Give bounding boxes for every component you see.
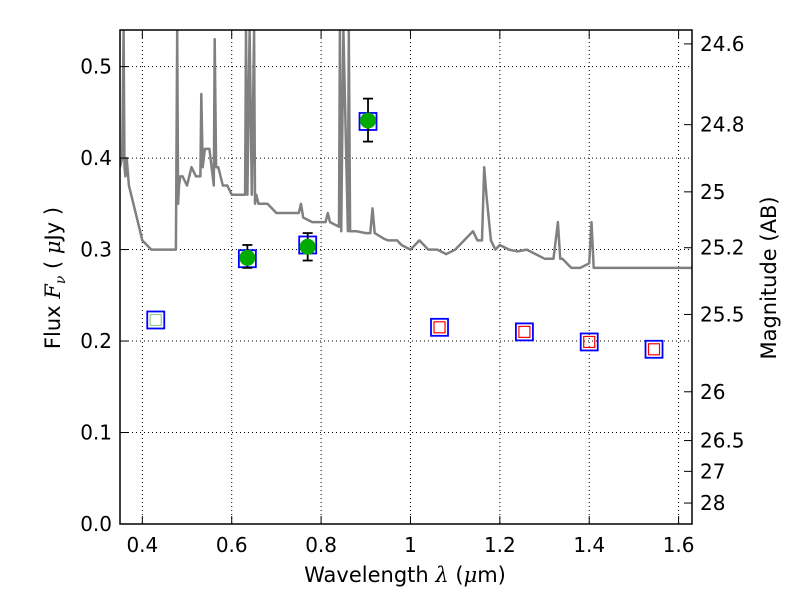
y-axis-title: Flux Fν ( μJy ) bbox=[41, 207, 69, 349]
y2-tick-label: 24.6 bbox=[700, 32, 745, 56]
x-tick-label: 1.4 bbox=[573, 533, 605, 557]
photometry-box-marker bbox=[515, 322, 534, 342]
model-box-marker bbox=[433, 321, 446, 334]
x-tick-label: 1 bbox=[404, 533, 417, 557]
detection-point bbox=[239, 249, 256, 266]
x-axis-title-symbol: λ bbox=[434, 563, 448, 587]
y-tick-label: 0.3 bbox=[80, 238, 112, 262]
x-axis: 0.4 0.6 0.8 1 1.2 1.4 1.6 bbox=[126, 30, 695, 557]
y2-tick-label: 24.8 bbox=[700, 113, 745, 137]
y-axis: 0.0 0.1 0.2 0.3 0.4 0.5 bbox=[80, 55, 128, 536]
photometry-box-marker bbox=[430, 317, 449, 337]
model-box-marker bbox=[583, 335, 596, 349]
photometry-box-marker bbox=[644, 339, 664, 359]
plot-frame bbox=[119, 29, 693, 525]
x-tick-label: 1.2 bbox=[484, 533, 516, 557]
x-tick-label: 0.8 bbox=[305, 533, 337, 557]
y2-tick-label: 26.5 bbox=[700, 429, 745, 453]
y2-axis: 24.6 24.8 25 25.2 25.5 26 26.5 27 28 bbox=[684, 32, 745, 515]
plot-area bbox=[120, 30, 692, 359]
detection-point bbox=[299, 238, 316, 255]
y2-tick-label: 26 bbox=[700, 380, 725, 404]
photometry-box-marker bbox=[146, 310, 166, 330]
y-tick-label: 0.0 bbox=[80, 512, 112, 536]
y-tick-label: 0.2 bbox=[80, 329, 112, 353]
y2-tick-label: 28 bbox=[700, 491, 725, 515]
detection-point bbox=[360, 112, 377, 129]
y-tick-label: 0.4 bbox=[80, 146, 112, 170]
y2-tick-label: 25 bbox=[700, 180, 725, 204]
y2-tick-label: 27 bbox=[700, 459, 725, 483]
x-axis-title: Wavelength λ (μm) bbox=[304, 563, 506, 587]
model-box-marker bbox=[647, 343, 661, 356]
y2-axis-title: Magnitude (AB) bbox=[757, 196, 781, 359]
x-tick-label: 1.6 bbox=[663, 533, 695, 557]
y2-tick-label: 25.5 bbox=[700, 302, 745, 326]
y-tick-label: 0.5 bbox=[80, 55, 112, 79]
model-box-marker bbox=[149, 313, 162, 327]
x-tick-label: 0.6 bbox=[216, 533, 248, 557]
grid-lines bbox=[120, 30, 692, 525]
spectrum-line bbox=[120, 30, 692, 270]
photometry-box-marker bbox=[579, 332, 599, 352]
x-tick-label: 0.4 bbox=[126, 533, 158, 557]
y2-tick-label: 25.2 bbox=[700, 236, 745, 260]
model-box-marker bbox=[518, 325, 531, 338]
y-tick-label: 0.1 bbox=[80, 421, 112, 445]
